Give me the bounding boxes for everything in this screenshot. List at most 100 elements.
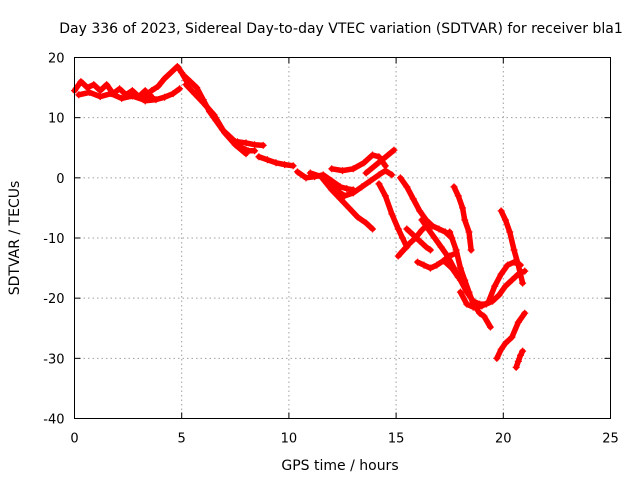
data-point-marker	[501, 216, 509, 224]
data-point-marker	[469, 297, 477, 305]
y-tick-label: -30	[43, 352, 64, 367]
data-point-marker	[141, 97, 149, 105]
data-point-marker	[424, 225, 432, 233]
y-tick-label: -40	[43, 413, 64, 428]
data-point-marker	[456, 264, 464, 272]
data-point-marker	[251, 147, 259, 155]
series-arc-15	[396, 174, 456, 242]
data-point-marker	[255, 153, 263, 161]
data-point-marker	[369, 151, 377, 159]
data-point-marker	[83, 84, 91, 92]
data-point-marker	[495, 291, 503, 299]
series-arc-24	[497, 207, 527, 287]
data-point-marker	[107, 90, 115, 98]
data-point-marker	[375, 171, 383, 179]
y-tick-label: -20	[43, 292, 64, 307]
x-tick-label: 15	[388, 432, 405, 447]
data-point-marker	[259, 141, 267, 149]
data-point-marker	[450, 183, 458, 191]
data-point-marker	[441, 258, 449, 266]
data-point-marker	[452, 246, 460, 254]
data-point-marker	[118, 94, 126, 102]
data-point-marker	[381, 192, 389, 200]
data-point-marker	[388, 171, 396, 179]
data-point-marker	[339, 167, 346, 175]
data-point-marker	[272, 159, 280, 167]
data-point-marker	[139, 93, 147, 101]
series-arc-26	[512, 347, 527, 371]
data-point-marker	[461, 216, 469, 224]
series-arc-line	[419, 217, 457, 271]
series-arc-line	[494, 310, 528, 362]
data-point-marker	[508, 333, 516, 341]
data-point-marker	[514, 318, 522, 326]
series-arc-line	[140, 63, 189, 100]
data-point-marker	[456, 288, 464, 296]
series-arc-16	[403, 225, 434, 254]
series-arc-4	[141, 85, 184, 105]
series-arc-line	[498, 208, 526, 286]
data-point-marker	[242, 150, 250, 158]
data-point-marker	[161, 93, 169, 101]
series-arc-7	[233, 138, 267, 149]
data-point-marker	[362, 219, 370, 227]
data-point-marker	[491, 282, 499, 290]
data-point-marker	[263, 156, 271, 164]
series-arc-23	[450, 183, 475, 254]
series-arc-6	[182, 81, 250, 158]
data-point-marker	[369, 225, 377, 233]
data-point-marker	[341, 192, 349, 200]
data-point-marker	[426, 246, 434, 254]
data-point-marker	[418, 226, 426, 234]
data-point-marker	[349, 165, 357, 173]
data-point-marker	[446, 228, 454, 236]
data-point-marker	[497, 270, 505, 278]
data-point-marker	[366, 177, 374, 185]
data-point-marker	[242, 139, 250, 147]
data-point-marker	[293, 168, 301, 176]
x-tick-label: 5	[178, 432, 186, 447]
data-point-marker	[161, 75, 169, 83]
x-axis-label: GPS time / hours	[281, 458, 398, 474]
data-point-marker	[435, 225, 443, 233]
data-point-marker	[429, 222, 437, 230]
data-point-marker	[169, 90, 177, 98]
data-point-marker	[420, 261, 428, 269]
data-point-marker	[465, 228, 473, 236]
data-point-marker	[514, 357, 522, 365]
data-point-marker	[484, 298, 492, 306]
data-point-marker	[343, 185, 351, 193]
data-point-marker	[328, 177, 336, 185]
y-tick-label: 20	[48, 52, 65, 67]
data-point-marker	[96, 93, 104, 101]
data-point-marker	[463, 288, 471, 296]
data-point-marker	[77, 78, 85, 86]
data-point-marker	[403, 225, 411, 233]
data-point-marker	[437, 243, 445, 251]
data-point-marker	[519, 347, 527, 355]
data-point-marker	[516, 351, 524, 359]
data-point-marker	[90, 81, 98, 89]
data-series	[71, 63, 529, 371]
data-point-marker	[75, 91, 83, 99]
data-point-marker	[362, 169, 370, 177]
data-point-marker	[501, 339, 509, 347]
series-arc-18	[418, 216, 458, 272]
data-point-marker	[180, 72, 188, 80]
data-point-marker	[167, 69, 175, 77]
data-point-marker	[510, 246, 518, 254]
data-point-marker	[233, 138, 241, 146]
data-point-marker	[396, 174, 404, 182]
data-point-marker	[409, 195, 417, 203]
data-point-marker	[86, 88, 94, 96]
data-point-marker	[416, 237, 424, 245]
data-point-marker	[480, 312, 488, 320]
x-tick-label: 0	[70, 432, 78, 447]
data-point-marker	[332, 186, 340, 194]
data-point-marker	[152, 96, 160, 104]
series-arc-10	[306, 169, 377, 233]
grid-lines	[74, 57, 611, 419]
data-point-marker	[154, 82, 162, 90]
series-arc-line	[513, 348, 526, 371]
